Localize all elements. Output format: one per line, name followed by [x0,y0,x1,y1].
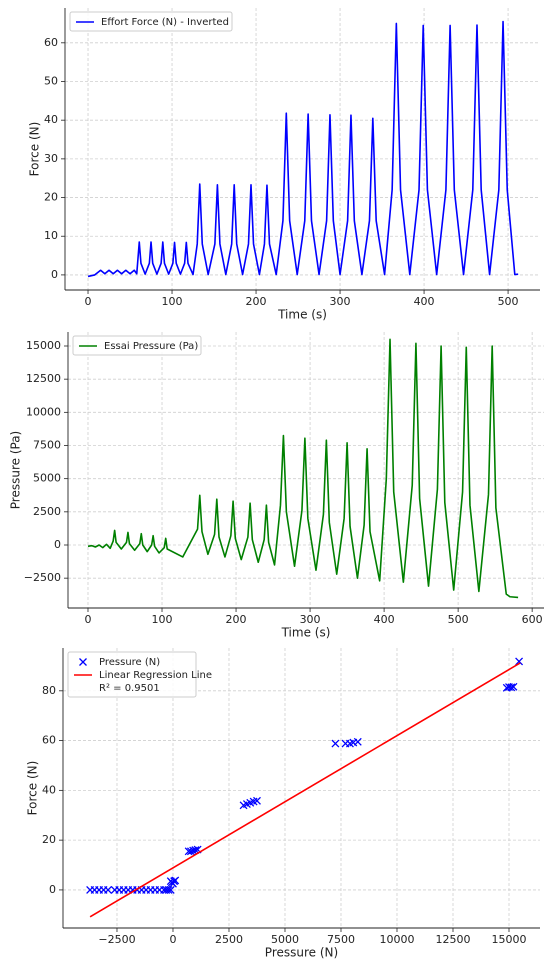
data-line [87,338,519,599]
legend-label: Essai Pressure (Pa) [104,341,198,352]
scatter-point [164,885,173,894]
y-tick-label: 2500 [33,505,61,518]
y-tick-label: 60 [44,36,58,49]
y-axis-label: Pressure (Pa) [9,431,23,509]
x-tick-label: 600 [522,613,543,626]
y-tick-label: 20 [44,191,58,204]
data-line [89,662,521,918]
y-tick-label: 7500 [33,438,61,451]
scatter-point [186,847,195,856]
x-tick-label: 0 [85,295,92,308]
scatter-point [79,658,87,666]
x-axis-label: Pressure (N) [265,946,338,960]
y-tick-label: 10 [44,229,58,242]
x-tick-label: 500 [448,613,469,626]
x-tick-label: 400 [374,613,395,626]
y-tick-label: 60 [42,734,56,747]
scatter-point [353,737,362,746]
x-tick-label: 300 [330,295,351,308]
legend-label: Linear Regression Line [99,670,212,681]
x-tick-label: 200 [246,295,267,308]
x-tick-label: 500 [498,295,519,308]
legend-label: Pressure (N) [99,657,160,668]
legend: Essai Pressure (Pa) [72,335,202,356]
x-tick-label: 300 [300,613,321,626]
y-axis-label: Force (N) [28,122,42,177]
x-tick-label: 100 [152,613,173,626]
x-tick-label: 12500 [435,933,470,946]
legend: Effort Force (N) - Inverted [69,11,233,32]
y-tick-label: 10000 [26,405,61,418]
x-tick-label: 0 [169,933,176,946]
x-tick-label: 100 [162,295,183,308]
x-tick-label: 10000 [379,933,414,946]
x-tick-label: 5000 [271,933,299,946]
y-tick-label: 15000 [26,339,61,352]
scatter-point [509,682,518,691]
x-axis-label: Time (s) [281,626,331,640]
data-line [87,20,519,278]
y-tick-label: 30 [44,152,58,165]
legend-box [72,335,202,356]
legend-box [69,11,233,32]
x-tick-label: 200 [226,613,247,626]
scatter-point [104,885,112,894]
y-tick-label: −2500 [24,571,61,584]
legend: Pressure (N) Linear Regression Line R² = 0… [67,651,212,698]
y-tick-label: 40 [42,783,56,796]
y-tick-label: 0 [54,538,61,551]
y-tick-label: 80 [42,684,56,697]
x-tick-label: −2500 [98,933,135,946]
y-tick-label: 50 [44,74,58,87]
legend-label: Effort Force (N) - Inverted [101,17,229,28]
x-tick-label: 2500 [215,933,243,946]
y-tick-label: 0 [51,268,58,281]
scatter-point [507,683,516,692]
x-tick-label: 15000 [491,933,526,946]
x-axis-label: Time (s) [277,308,327,322]
x-tick-label: 0 [84,613,91,626]
scatter-point [166,885,175,894]
y-tick-label: 12500 [26,372,61,385]
scatter-point [515,657,524,666]
scatter-point [253,796,261,805]
legend-note: R² = 0.9501 [99,683,160,694]
y-tick-label: 5000 [33,472,61,485]
x-tick-label: 7500 [327,933,355,946]
legend-box [67,651,197,698]
scatter-point [331,739,340,748]
y-axis-label: Force (N) [26,761,40,816]
y-tick-label: 0 [49,883,56,896]
scatter-point [171,876,180,885]
y-tick-label: 20 [42,833,56,846]
y-tick-label: 40 [44,113,58,126]
x-tick-label: 400 [414,295,435,308]
